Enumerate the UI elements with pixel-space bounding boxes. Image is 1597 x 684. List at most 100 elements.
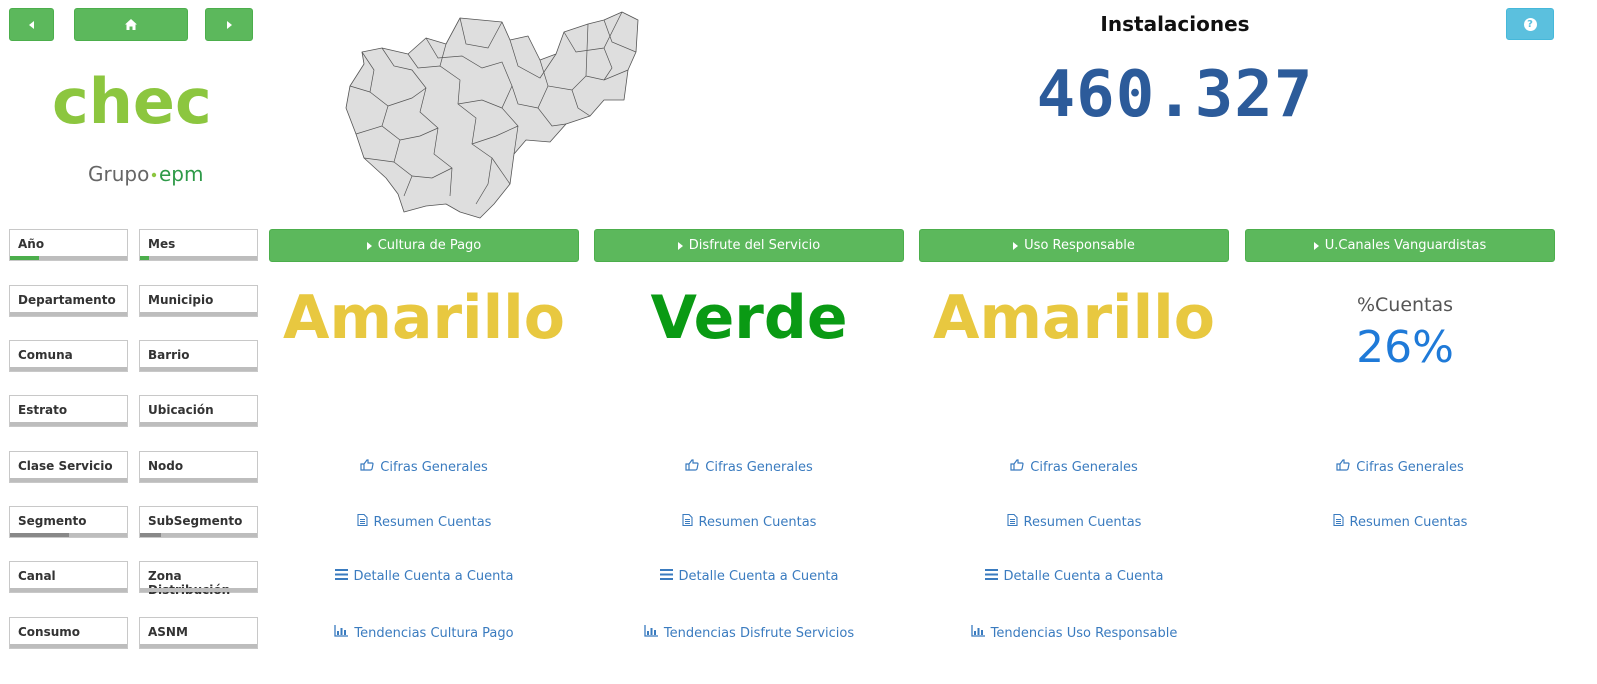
filter-mes[interactable]: Mes xyxy=(139,229,258,261)
link-cifras-generales[interactable]: Cifras Generales xyxy=(914,459,1234,475)
filter-departamento[interactable]: Departamento xyxy=(9,285,128,317)
filter-state-bar xyxy=(10,256,127,260)
filter-label: Consumo xyxy=(18,625,81,639)
filter-state-bar xyxy=(10,533,127,537)
thumbs-up-icon xyxy=(685,459,699,475)
filter-municipio[interactable]: Municipio xyxy=(139,285,258,317)
filter-asnm[interactable]: ASNM xyxy=(139,617,258,649)
link-label: Tendencias Uso Responsable xyxy=(990,625,1178,641)
list-icon xyxy=(984,569,998,584)
filter-state-bar xyxy=(140,422,257,426)
section-button-u-canales-vanguardistas[interactable]: U.Canales Vanguardistas xyxy=(1245,229,1555,262)
bar-chart-icon xyxy=(334,625,349,641)
filter-state-bar xyxy=(10,422,127,426)
filter-ubicacion[interactable]: Ubicación xyxy=(139,395,258,427)
home-icon xyxy=(125,19,137,30)
filter-label: Año xyxy=(18,237,45,251)
filter-barrio[interactable]: Barrio xyxy=(139,340,258,372)
installations-kpi: 460.327 xyxy=(1036,58,1314,132)
filter-state-bar xyxy=(140,644,257,648)
filter-state-bar xyxy=(10,588,127,592)
thumbs-up-icon xyxy=(360,459,374,475)
link-tendencias-uso-responsable[interactable]: Tendencias Uso Responsable xyxy=(914,625,1234,641)
thumbs-up-icon xyxy=(1010,459,1024,475)
caret-right-icon xyxy=(1013,241,1019,250)
logo-group-text: Grupo xyxy=(88,162,149,186)
filter-state-bar xyxy=(140,367,257,371)
filter-label: SubSegmento xyxy=(148,514,243,528)
filter-label: Segmento xyxy=(18,514,87,528)
filter-comuna[interactable]: Comuna xyxy=(9,340,128,372)
filter-zona-distribucion[interactable]: Zona Distribución xyxy=(139,561,258,597)
filter-state-bar xyxy=(10,367,127,371)
filter-label: Barrio xyxy=(148,348,190,362)
status-indicator: Verde xyxy=(650,283,848,353)
filter-state-bar xyxy=(140,588,257,592)
filter-selection-bar xyxy=(10,533,69,537)
link-resumen-cuentas[interactable]: Resumen Cuentas xyxy=(264,513,584,530)
filter-clase-servicio[interactable]: Clase Servicio xyxy=(9,451,128,483)
filter-consumo[interactable]: Consumo xyxy=(9,617,128,649)
back-button[interactable] xyxy=(9,8,54,41)
bar-chart-icon xyxy=(644,625,658,641)
section-label: Cultura de Pago xyxy=(377,238,482,253)
forward-button[interactable] xyxy=(205,8,253,41)
filter-ano[interactable]: Año xyxy=(9,229,128,261)
filter-segmento[interactable]: Segmento xyxy=(9,506,128,538)
filter-nodo[interactable]: Nodo xyxy=(139,451,258,483)
filter-label: Municipio xyxy=(148,293,214,307)
filter-state-bar xyxy=(140,533,257,537)
file-icon xyxy=(356,513,368,530)
link-label: Detalle Cuenta a Cuenta xyxy=(1003,569,1164,584)
filter-subsegmento[interactable]: SubSegmento xyxy=(139,506,258,538)
filter-label: Departamento xyxy=(18,293,116,307)
link-resumen-cuentas[interactable]: Resumen Cuentas xyxy=(589,513,909,530)
filter-canal[interactable]: Canal xyxy=(9,561,128,593)
region-map[interactable] xyxy=(342,8,642,220)
link-cifras-generales[interactable]: Cifras Generales xyxy=(589,459,909,475)
help-button[interactable]: ? xyxy=(1506,8,1554,40)
link-resumen-cuentas[interactable]: Resumen Cuentas xyxy=(914,513,1234,530)
filter-label: Ubicación xyxy=(148,403,214,417)
caret-left-icon xyxy=(28,20,34,29)
filter-selection-bar xyxy=(140,533,162,537)
caret-right-icon xyxy=(366,241,372,250)
link-tendencias-cultura-pago[interactable]: Tendencias Cultura Pago xyxy=(264,625,584,641)
link-label: Cifras Generales xyxy=(1356,459,1464,475)
caret-right-icon xyxy=(677,241,683,250)
section-button-uso-responsable[interactable]: Uso Responsable xyxy=(919,229,1229,262)
filter-state-bar xyxy=(10,478,127,482)
logo-text: chec xyxy=(52,65,212,138)
file-icon xyxy=(1006,513,1018,530)
file-icon xyxy=(681,513,693,530)
link-detalle-cuenta-a-cuenta[interactable]: Detalle Cuenta a Cuenta xyxy=(589,569,909,584)
filter-estrato[interactable]: Estrato xyxy=(9,395,128,427)
section-button-cultura-de-pago[interactable]: Cultura de Pago xyxy=(269,229,579,262)
link-label: Resumen Cuentas xyxy=(1349,514,1468,530)
filter-state-bar xyxy=(140,256,257,260)
filter-label: Comuna xyxy=(18,348,73,362)
link-label: Tendencias Cultura Pago xyxy=(354,625,514,641)
link-detalle-cuenta-a-cuenta[interactable]: Detalle Cuenta a Cuenta xyxy=(264,569,584,584)
filter-label: Mes xyxy=(148,237,176,251)
link-tendencias-disfrute-servicios[interactable]: Tendencias Disfrute Servicios xyxy=(589,625,909,641)
section-label: Uso Responsable xyxy=(1024,238,1135,253)
link-resumen-cuentas[interactable]: Resumen Cuentas xyxy=(1240,513,1560,530)
filter-state-bar xyxy=(140,312,257,316)
filter-label: Zona Distribución xyxy=(148,569,230,597)
link-label: Detalle Cuenta a Cuenta xyxy=(678,569,839,584)
section-label: U.Canales Vanguardistas xyxy=(1324,238,1487,253)
filter-state-bar xyxy=(10,312,127,316)
page-title: Instalaciones xyxy=(1100,12,1250,36)
home-button[interactable] xyxy=(74,8,188,41)
link-label: Resumen Cuentas xyxy=(698,514,817,530)
bar-chart-icon xyxy=(970,625,985,641)
section-button-disfrute-del-servicio[interactable]: Disfrute del Servicio xyxy=(594,229,904,262)
logo-group-suffix: epm xyxy=(159,162,203,186)
link-cifras-generales[interactable]: Cifras Generales xyxy=(1240,459,1560,475)
link-cifras-generales[interactable]: Cifras Generales xyxy=(264,459,584,475)
link-label: Cifras Generales xyxy=(705,459,813,475)
link-detalle-cuenta-a-cuenta[interactable]: Detalle Cuenta a Cuenta xyxy=(914,569,1234,584)
filter-label: Nodo xyxy=(148,459,184,473)
filter-label: ASNM xyxy=(148,625,188,639)
